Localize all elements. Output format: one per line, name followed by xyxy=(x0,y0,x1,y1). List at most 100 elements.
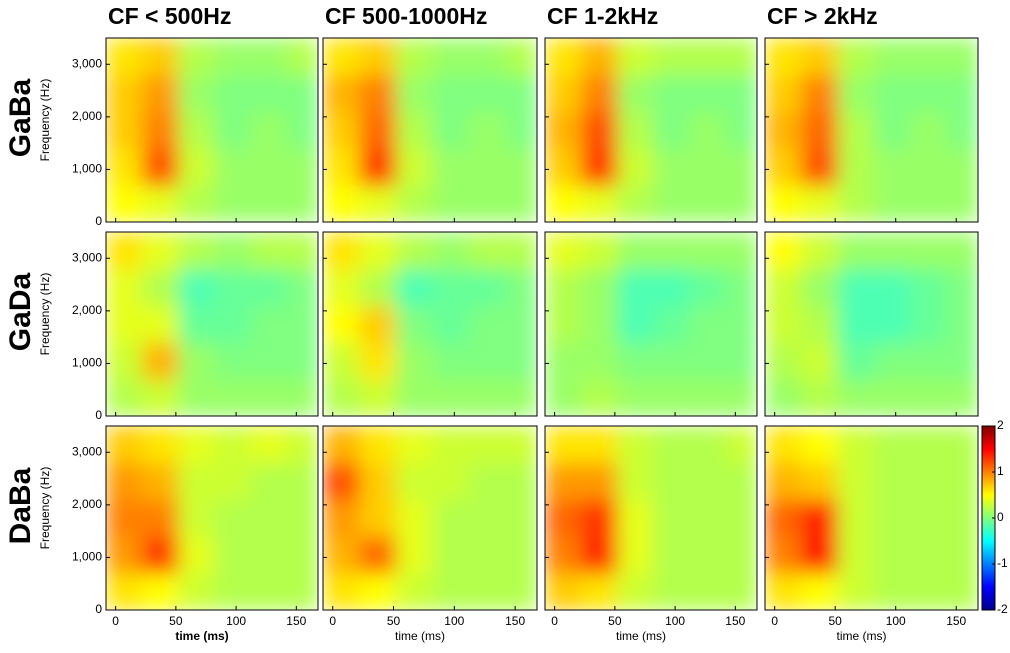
heatmap-cell xyxy=(946,232,978,270)
heatmap-cell xyxy=(837,462,875,501)
heatmap-cell xyxy=(653,426,691,464)
heatmap-cell xyxy=(432,305,470,343)
heatmap-cell xyxy=(286,268,318,307)
heatmap-cell xyxy=(653,38,691,76)
heatmap-cell xyxy=(581,342,618,380)
heatmap-cell xyxy=(581,268,618,307)
y-tick-label: 1,000 xyxy=(72,162,102,176)
heatmap-cell xyxy=(359,111,397,149)
heatmap-cell xyxy=(250,462,288,501)
panel xyxy=(323,38,537,222)
heatmap-cell xyxy=(468,342,506,380)
heatmap-cell xyxy=(142,499,179,537)
heatmap-cell xyxy=(910,38,948,76)
heatmap-cell xyxy=(946,426,978,464)
heatmap-cell xyxy=(106,426,143,464)
x-tick-label: 50 xyxy=(387,614,401,628)
heatmap-cell xyxy=(689,462,727,501)
heatmap-cell xyxy=(142,379,179,416)
heatmap-cell xyxy=(910,536,948,574)
heatmap-cell xyxy=(106,74,143,113)
heatmap-cell xyxy=(910,185,948,222)
heatmap-cell xyxy=(432,74,470,113)
y-tick-label: 3,000 xyxy=(72,444,102,458)
heatmap-cell xyxy=(468,74,506,113)
heatmap-cell xyxy=(910,462,948,501)
heatmap-cell xyxy=(545,305,582,343)
column-title: CF > 2kHz xyxy=(767,3,878,29)
heatmap-cell xyxy=(286,462,318,501)
heatmap-cell xyxy=(505,111,537,149)
heatmap-cell xyxy=(395,305,433,343)
heatmap-cell xyxy=(250,148,288,186)
heatmap-cell xyxy=(286,536,318,574)
x-axis-label: time (ms) xyxy=(616,629,666,643)
heatmap-cell xyxy=(142,573,179,610)
heatmap-cell xyxy=(581,462,618,501)
heatmap-cell xyxy=(178,462,215,501)
heatmap-cell xyxy=(250,268,288,307)
heatmap-cell xyxy=(323,536,360,574)
heatmap-cell xyxy=(468,232,506,270)
heatmap-cell xyxy=(178,499,215,537)
panel-border xyxy=(105,231,319,417)
heatmap-cell xyxy=(617,111,654,149)
x-tick-label: 100 xyxy=(444,614,464,628)
heatmap-cell xyxy=(323,38,360,76)
heatmap-cell xyxy=(395,536,433,574)
panel xyxy=(323,426,537,610)
heatmap-cell xyxy=(765,499,802,537)
heatmap-cell xyxy=(214,426,252,464)
heatmap xyxy=(765,38,978,222)
y-tick-label: 0 xyxy=(95,602,102,616)
panel xyxy=(765,426,978,610)
x-tick-label: 50 xyxy=(169,614,183,628)
heatmap-cell xyxy=(432,38,470,76)
heatmap-cell xyxy=(581,379,618,416)
heatmap-cell xyxy=(837,185,875,222)
heatmap-cell xyxy=(946,38,978,76)
heatmap-cell xyxy=(505,379,537,416)
heatmap-cell xyxy=(432,536,470,574)
heatmap-cell xyxy=(910,305,948,343)
y-tick-label: 0 xyxy=(95,214,102,228)
heatmap-cell xyxy=(214,185,252,222)
heatmap-cell xyxy=(250,499,288,537)
heatmap-cell xyxy=(106,379,143,416)
heatmap-cell xyxy=(178,232,215,270)
heatmap-cell xyxy=(432,185,470,222)
heatmap-cell xyxy=(765,379,802,416)
heatmap-cell xyxy=(468,426,506,464)
x-tick-label: 0 xyxy=(551,614,558,628)
heatmap-cell xyxy=(581,426,618,464)
heatmap-cell xyxy=(765,185,802,222)
heatmap-cell xyxy=(617,426,654,464)
heatmap-cell xyxy=(837,426,875,464)
heatmap-cell xyxy=(617,148,654,186)
heatmap-cell xyxy=(106,536,143,574)
heatmap-cell xyxy=(178,305,215,343)
heatmap-cell xyxy=(725,499,757,537)
heatmap-cell xyxy=(395,268,433,307)
panel xyxy=(545,38,757,222)
heatmap-cell xyxy=(395,111,433,149)
heatmap-cell xyxy=(725,268,757,307)
y-axis-label: Frequency (Hz) xyxy=(38,273,52,356)
heatmap-cell xyxy=(323,379,360,416)
row-title: DaBa xyxy=(4,467,37,544)
heatmap-cell xyxy=(106,342,143,380)
heatmap-cell xyxy=(873,379,911,416)
heatmap-cell xyxy=(801,462,839,501)
column-title: CF 500-1000Hz xyxy=(325,3,487,29)
heatmap-cell xyxy=(359,379,397,416)
heatmap xyxy=(106,232,318,416)
heatmap-cell xyxy=(323,573,360,610)
x-tick-label: 150 xyxy=(946,614,966,628)
heatmap xyxy=(765,426,978,610)
heatmap-cell xyxy=(505,74,537,113)
heatmap-cell xyxy=(873,111,911,149)
heatmap-cell xyxy=(617,342,654,380)
heatmap-cell xyxy=(432,111,470,149)
colorbar-tick-label: -1 xyxy=(997,556,1008,570)
heatmap-cell xyxy=(432,573,470,610)
